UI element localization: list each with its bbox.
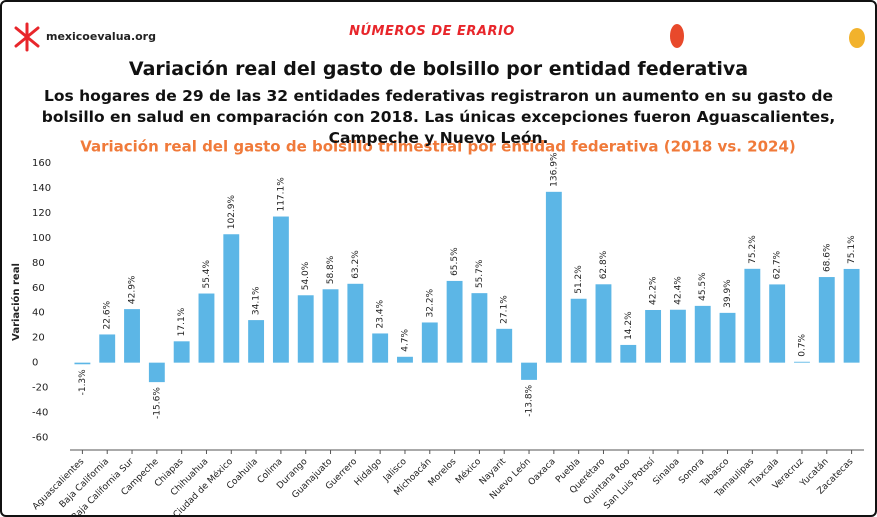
bar [99,334,115,362]
bar [844,269,860,363]
y-tick-label: 40 [32,308,45,319]
bar [670,310,686,363]
value-label: 54.0% [301,261,311,290]
bar [695,306,711,363]
bar [645,310,661,363]
bar [174,341,190,362]
y-tick-label: -60 [32,433,48,444]
value-label: 117.1% [276,177,286,212]
mascot-icons [670,24,865,48]
value-label: 0.7% [797,333,807,356]
bar [546,192,562,363]
bar [223,234,239,362]
y-tick-label: 120 [32,208,51,219]
bar [447,281,463,363]
bar [124,309,140,363]
value-label: 39.9% [723,279,733,308]
bar [720,313,736,363]
page: Variación real del gasto de bolsillo tri… [0,0,877,517]
bar [397,357,413,363]
value-label: 34.1% [252,286,262,315]
y-tick-label: 60 [32,283,45,294]
bar [769,284,785,362]
value-label: 22.6% [103,300,113,329]
logo-icon [16,24,38,50]
value-label: -1.3% [78,369,88,396]
y-tick-label: -40 [32,408,48,419]
bar [596,284,612,362]
bar [347,284,363,363]
y-tick-label: 20 [32,333,45,344]
bar [521,363,537,380]
value-label: 17.1% [177,307,187,336]
value-label: 4.7% [400,328,410,351]
site-name: mexicoevalua.org [46,30,156,43]
bar [496,329,512,363]
value-label: -15.6% [152,387,162,419]
x-tick-label: Morelos [427,457,459,489]
bar [744,269,760,363]
bar [794,362,810,363]
x-tick-label: Sinaloa [651,457,681,487]
y-tick-label: 100 [32,233,51,244]
value-label: 65.5% [450,247,460,276]
value-label: 51.2% [574,265,584,294]
value-label: 75.1% [847,235,857,264]
value-label: 62.8% [599,250,609,279]
value-label: 32.2% [425,288,435,317]
brand: NÚMEROS DE ERARIO [332,24,532,39]
value-label: -13.8% [525,384,535,416]
value-label: 42.2% [649,276,659,305]
value-label: 62.7% [773,250,783,279]
title: Variación real del gasto de bolsillo por… [2,58,875,80]
bar [273,217,289,363]
value-label: 58.8% [326,255,336,284]
bar [422,322,438,362]
subtitle: Los hogares de 29 de las 32 entidades fe… [26,86,851,149]
bar [620,345,636,363]
y-tick-label: -20 [32,383,48,394]
x-tick-label: Hidalgo [353,456,385,488]
value-label: 136.9% [549,152,559,187]
value-label: 14.2% [624,311,634,340]
bar [298,295,314,362]
y-tick-label: 160 [32,158,51,169]
value-label: 42.9% [128,275,138,304]
bar [74,363,90,365]
y-axis-label: Variación real [10,263,22,341]
value-label: 45.5% [698,272,708,301]
value-label: 42.4% [673,276,683,305]
value-label: 63.2% [351,250,361,279]
bar [323,289,339,362]
value-label: 55.7% [475,259,485,288]
bar [571,299,587,363]
value-label: 23.4% [376,299,386,328]
y-tick-label: 140 [32,183,51,194]
bar [248,320,264,363]
bar [372,333,388,362]
y-tick-label: 80 [32,258,45,269]
value-label: 55.4% [202,259,212,288]
bar [149,363,165,382]
value-label: 27.1% [500,295,510,324]
value-label: 68.6% [822,243,832,272]
bar [199,294,215,363]
y-tick-label: 0 [32,358,38,369]
bar [819,277,835,363]
value-label: 102.9% [227,194,237,229]
bar [471,293,487,363]
x-tick-label: Oaxaca [527,457,558,488]
value-label: 75.2% [748,235,758,264]
